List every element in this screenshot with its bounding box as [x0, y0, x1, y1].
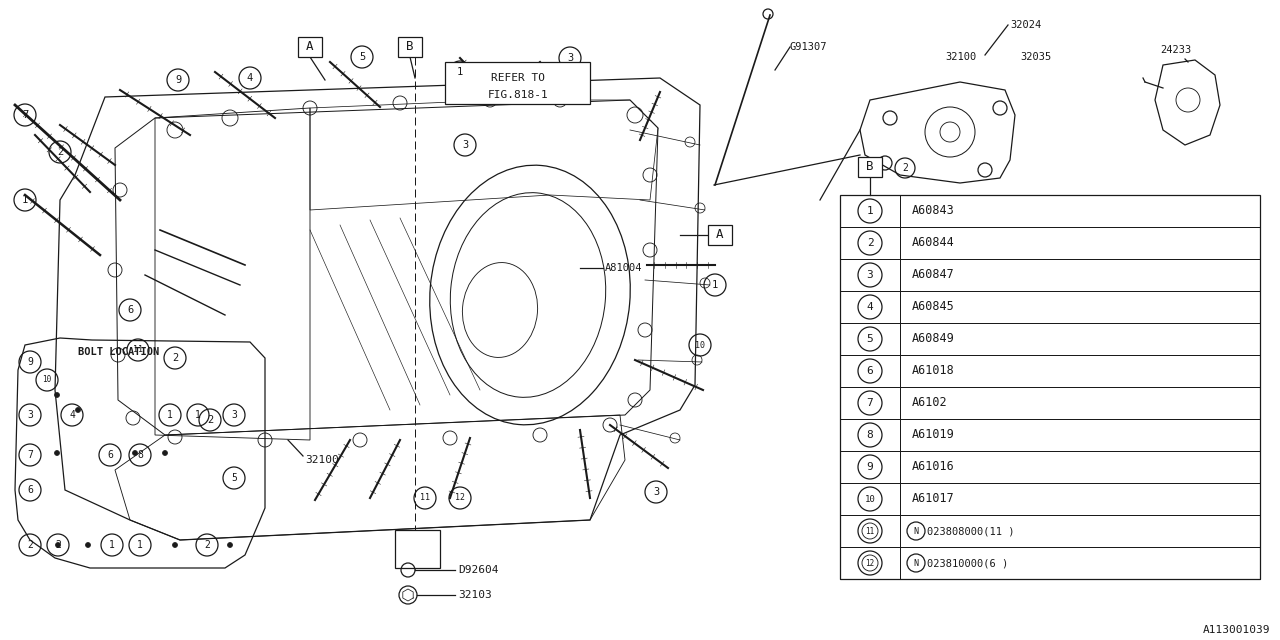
Text: FIG.818-1: FIG.818-1	[488, 90, 548, 100]
Text: 023808000(11 ): 023808000(11 )	[927, 526, 1015, 536]
Text: 2: 2	[172, 353, 178, 363]
Text: A6102: A6102	[911, 397, 947, 410]
Text: B: B	[406, 40, 413, 54]
Text: 3: 3	[232, 410, 237, 420]
Text: 3: 3	[867, 270, 873, 280]
Text: 5: 5	[867, 334, 873, 344]
Text: A61017: A61017	[911, 493, 955, 506]
Circle shape	[55, 451, 59, 456]
Text: 9: 9	[175, 75, 182, 85]
Circle shape	[163, 451, 168, 456]
Text: 6: 6	[867, 366, 873, 376]
Text: 4: 4	[867, 302, 873, 312]
Text: 7: 7	[22, 110, 28, 120]
Bar	[445, 62, 590, 104]
Text: 32024: 32024	[1010, 20, 1041, 30]
Text: 9: 9	[867, 462, 873, 472]
Circle shape	[76, 408, 81, 413]
Text: 11: 11	[865, 527, 874, 536]
Text: A60843: A60843	[911, 205, 955, 218]
Text: 8: 8	[867, 430, 873, 440]
Text: A60847: A60847	[911, 269, 955, 282]
Bar	[840, 195, 1260, 579]
Bar	[396, 530, 440, 568]
Text: 10: 10	[864, 495, 876, 504]
Text: 10: 10	[42, 376, 51, 385]
Text: 32100: 32100	[305, 455, 339, 465]
Text: 2: 2	[55, 540, 61, 550]
Bar	[298, 37, 323, 57]
Polygon shape	[403, 589, 413, 601]
Text: 9: 9	[27, 357, 33, 367]
Text: 3: 3	[653, 487, 659, 497]
Text: 2: 2	[27, 540, 33, 550]
Text: 32100: 32100	[945, 52, 977, 62]
Text: A61016: A61016	[911, 461, 955, 474]
Text: BOLT LOCATION: BOLT LOCATION	[78, 347, 159, 357]
Text: A81004: A81004	[605, 263, 643, 273]
Text: A: A	[717, 228, 723, 241]
Text: 6: 6	[127, 305, 133, 315]
Text: 7: 7	[27, 450, 33, 460]
Text: 1: 1	[457, 67, 463, 77]
Text: 7: 7	[867, 398, 873, 408]
Text: 3: 3	[27, 410, 33, 420]
Text: 10: 10	[695, 340, 705, 349]
Text: 24233: 24233	[1160, 45, 1192, 55]
Text: 2: 2	[204, 540, 210, 550]
Text: 11: 11	[420, 493, 430, 502]
Text: 2: 2	[56, 147, 63, 157]
Bar	[398, 37, 422, 57]
Text: A61018: A61018	[911, 365, 955, 378]
Circle shape	[228, 543, 233, 547]
Text: 32035: 32035	[1020, 52, 1051, 62]
Text: N: N	[914, 559, 919, 568]
Text: 5: 5	[232, 473, 237, 483]
Circle shape	[55, 543, 60, 547]
Text: 1: 1	[195, 410, 201, 420]
Text: 1: 1	[168, 410, 173, 420]
Text: 1: 1	[22, 195, 28, 205]
Text: 2: 2	[867, 238, 873, 248]
Text: 4: 4	[247, 73, 253, 83]
Text: 8: 8	[137, 450, 143, 460]
Text: 4: 4	[69, 410, 76, 420]
Text: 5: 5	[358, 52, 365, 62]
Text: D92604: D92604	[458, 565, 498, 575]
Text: 1: 1	[109, 540, 115, 550]
Text: 12: 12	[865, 559, 874, 568]
Text: G91307: G91307	[790, 42, 827, 52]
Text: 12: 12	[454, 493, 465, 502]
Circle shape	[86, 543, 91, 547]
Circle shape	[55, 392, 59, 397]
Circle shape	[133, 451, 137, 456]
Text: 2: 2	[902, 163, 908, 173]
Text: 11: 11	[133, 346, 143, 355]
Text: A60849: A60849	[911, 333, 955, 346]
Bar	[858, 157, 882, 177]
Bar	[708, 225, 732, 245]
Text: 6: 6	[27, 485, 33, 495]
Text: 1: 1	[712, 280, 718, 290]
Text: B: B	[867, 161, 874, 173]
Text: 6: 6	[108, 450, 113, 460]
Text: A60845: A60845	[911, 301, 955, 314]
Text: 2: 2	[207, 415, 214, 425]
Text: N: N	[914, 527, 919, 536]
Text: A: A	[306, 40, 314, 54]
Text: A61019: A61019	[911, 429, 955, 442]
Text: 3: 3	[462, 140, 468, 150]
Text: A113001039: A113001039	[1202, 625, 1270, 635]
Text: 1: 1	[137, 540, 143, 550]
Text: 3: 3	[567, 53, 573, 63]
Circle shape	[173, 543, 178, 547]
Text: REFER TO: REFER TO	[492, 73, 545, 83]
Text: 1: 1	[867, 206, 873, 216]
Text: A60844: A60844	[911, 237, 955, 250]
Text: 023810000(6 ): 023810000(6 )	[927, 558, 1009, 568]
Text: 32103: 32103	[458, 590, 492, 600]
